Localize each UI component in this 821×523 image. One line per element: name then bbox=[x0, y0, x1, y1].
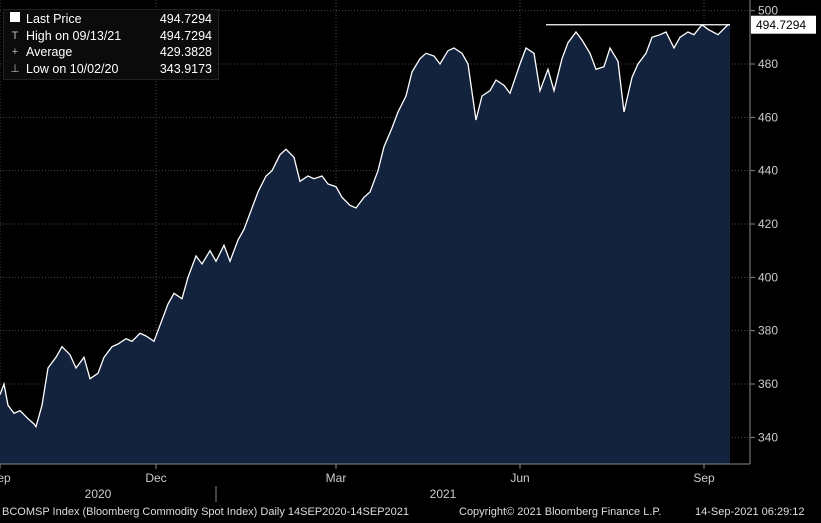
legend-label: Last Price bbox=[26, 12, 82, 26]
legend-label: Low on 10/02/20 bbox=[26, 61, 119, 76]
footer: BCOMSP Index (Bloomberg Commodity Spot I… bbox=[0, 503, 821, 523]
y-tick-label: 400 bbox=[758, 270, 778, 284]
legend-label: High on 09/13/21 bbox=[26, 28, 122, 43]
year-label: 2021 bbox=[430, 487, 457, 501]
x-tick-label: Mar bbox=[326, 471, 347, 485]
low-marker-icon: ⊥ bbox=[10, 62, 20, 75]
y-tick-label: 460 bbox=[758, 110, 778, 124]
price-line bbox=[0, 23, 730, 429]
legend-value: 494.7294 bbox=[159, 12, 212, 26]
average-marker-icon: + bbox=[11, 46, 19, 58]
legend: Last Price 494.7294 T High on 09/13/21 4… bbox=[3, 9, 219, 80]
legend-value: 494.7294 bbox=[159, 28, 212, 43]
legend-label: Average bbox=[26, 45, 73, 59]
legend-average: + Average 429.3828 bbox=[8, 44, 212, 61]
high-marker-icon: T bbox=[11, 29, 19, 42]
y-tick-label: 340 bbox=[758, 430, 778, 444]
year-label: 2020 bbox=[85, 487, 112, 501]
x-tick-label: Sep bbox=[693, 471, 715, 485]
y-tick-label: 480 bbox=[758, 57, 778, 71]
legend-value: 343.9173 bbox=[159, 61, 212, 76]
y-tick-label: 440 bbox=[758, 164, 778, 178]
y-tick-label: 380 bbox=[758, 324, 778, 338]
legend-low: ⊥ Low on 10/02/20 343.9173 bbox=[8, 61, 212, 78]
y-tick-label: 360 bbox=[758, 377, 778, 391]
last-price-tag-text: 494.7294 bbox=[756, 18, 806, 32]
y-tick-label: 420 bbox=[758, 217, 778, 231]
footer-copyright: Copyright© 2021 Bloomberg Finance L.P. bbox=[459, 506, 662, 518]
footer-index-info: BCOMSP Index (Bloomberg Commodity Spot I… bbox=[2, 506, 410, 518]
square-icon bbox=[8, 11, 22, 28]
x-tick-label: Sep bbox=[0, 471, 11, 485]
price-area bbox=[0, 24, 730, 464]
last-price-tag: 494.7294 bbox=[751, 15, 816, 34]
y-axis: 340 360 380 400 420 440 460 480 500 bbox=[749, 0, 778, 464]
legend-last-price: Last Price 494.7294 bbox=[8, 11, 212, 28]
last-price-tag-box bbox=[751, 15, 816, 34]
footer-timestamp: 14-Sep-2021 06:29:12 bbox=[695, 506, 805, 518]
x-tick-label: Jun bbox=[510, 471, 529, 485]
legend-high: T High on 09/13/21 494.7294 bbox=[8, 28, 212, 45]
x-tick-label: Dec bbox=[145, 471, 166, 485]
y-tick-label: 500 bbox=[758, 4, 778, 18]
legend-value: 429.3828 bbox=[159, 45, 212, 59]
x-axis: Sep Dec Mar Jun Sep 2020 2021 bbox=[0, 463, 750, 502]
